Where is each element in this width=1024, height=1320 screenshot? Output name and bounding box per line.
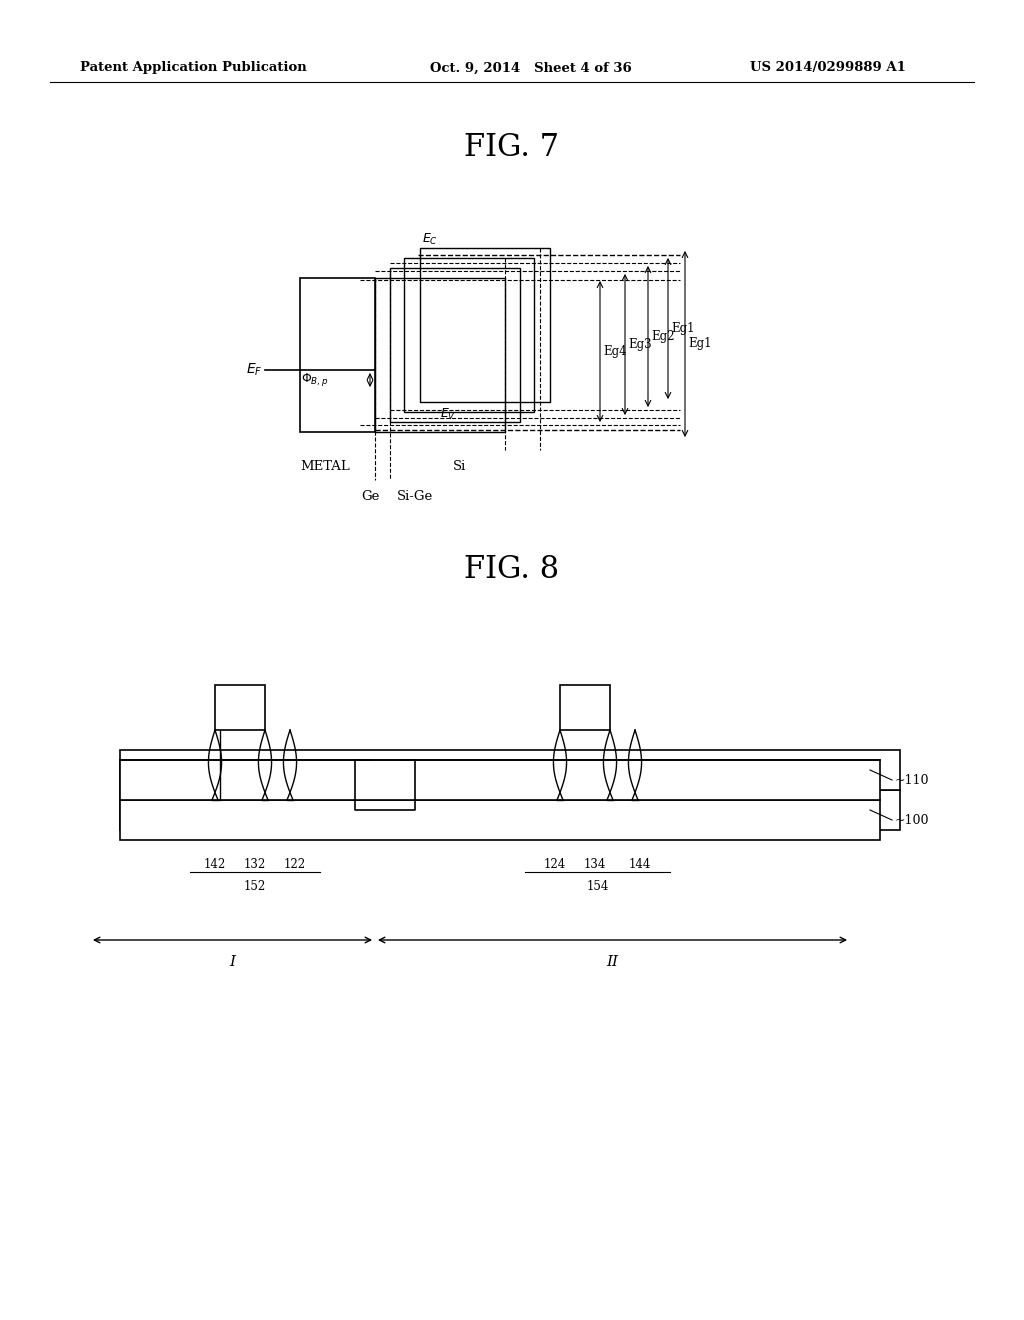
Text: Eg3: Eg3 xyxy=(628,338,651,351)
Bar xyxy=(300,279,375,432)
Text: 152: 152 xyxy=(244,880,266,894)
Text: I: I xyxy=(229,954,234,969)
Text: 144: 144 xyxy=(629,858,651,871)
Text: ~100: ~100 xyxy=(895,813,930,826)
Bar xyxy=(390,268,520,422)
Text: 122: 122 xyxy=(284,858,306,871)
Text: Patent Application Publication: Patent Application Publication xyxy=(80,62,307,74)
Bar xyxy=(420,248,550,403)
Text: II: II xyxy=(606,954,618,969)
Text: 124: 124 xyxy=(544,858,566,871)
Text: Eg1: Eg1 xyxy=(671,322,694,335)
Bar xyxy=(404,257,534,412)
Text: Si: Si xyxy=(454,459,467,473)
Bar xyxy=(560,685,610,730)
Text: Eg4: Eg4 xyxy=(603,345,627,358)
Bar xyxy=(120,800,880,840)
Text: FIG. 8: FIG. 8 xyxy=(465,554,559,586)
Bar xyxy=(120,760,880,800)
Text: 142: 142 xyxy=(204,858,226,871)
Bar xyxy=(120,750,900,789)
Text: 134: 134 xyxy=(584,858,606,871)
Text: $E_V$: $E_V$ xyxy=(440,407,457,422)
Text: $E_F$: $E_F$ xyxy=(246,362,262,379)
Text: Si-Ge: Si-Ge xyxy=(397,490,433,503)
Bar xyxy=(215,685,265,730)
Text: 154: 154 xyxy=(587,880,609,894)
Text: ~110: ~110 xyxy=(895,774,930,787)
Text: 132: 132 xyxy=(244,858,266,871)
Text: $\Phi_{B,p}$: $\Phi_{B,p}$ xyxy=(301,371,329,388)
Bar xyxy=(375,279,505,432)
Text: FIG. 7: FIG. 7 xyxy=(465,132,559,164)
Text: $E_C$: $E_C$ xyxy=(422,232,438,247)
Text: Oct. 9, 2014   Sheet 4 of 36: Oct. 9, 2014 Sheet 4 of 36 xyxy=(430,62,632,74)
Text: Eg2: Eg2 xyxy=(651,330,675,343)
Text: Eg1: Eg1 xyxy=(688,338,712,351)
Text: METAL: METAL xyxy=(300,459,350,473)
Bar xyxy=(120,789,900,830)
Text: US 2014/0299889 A1: US 2014/0299889 A1 xyxy=(750,62,906,74)
Text: Ge: Ge xyxy=(360,490,379,503)
